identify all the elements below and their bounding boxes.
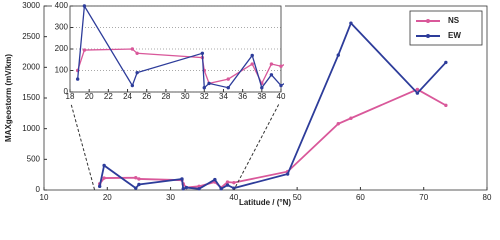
series-group xyxy=(75,3,284,90)
x-tick-label: 30 xyxy=(166,193,175,202)
data-point xyxy=(349,116,353,120)
data-point xyxy=(97,184,102,189)
data-point xyxy=(181,187,185,191)
data-point xyxy=(82,4,87,8)
legend-box xyxy=(409,10,483,46)
data-point xyxy=(285,172,290,176)
legend-label: NS xyxy=(448,16,460,25)
y-tick-label: 0 xyxy=(36,185,41,194)
data-point xyxy=(134,176,138,180)
x-tick-label: 26 xyxy=(142,92,151,101)
data-point xyxy=(137,182,141,187)
data-point xyxy=(197,184,201,189)
y-tick-label: 3000 xyxy=(22,1,40,10)
y-tick-label: 0 xyxy=(64,87,69,96)
y-tick-label: 400 xyxy=(55,1,69,10)
data-point xyxy=(336,122,340,126)
data-point xyxy=(197,187,201,191)
data-point xyxy=(75,77,80,81)
data-point xyxy=(232,180,236,185)
y-tick-label: 300 xyxy=(55,23,69,32)
data-point xyxy=(250,62,254,66)
x-tick-label: 40 xyxy=(277,92,286,101)
x-tick-label: 10 xyxy=(40,193,49,202)
y-tick-label: 1000 xyxy=(22,124,40,133)
x-tick-label: 36 xyxy=(238,92,247,101)
y-tick-label: 100 xyxy=(55,66,69,75)
x-tick-label: 20 xyxy=(103,193,112,202)
data-point xyxy=(213,177,217,182)
data-point xyxy=(269,73,274,77)
x-tick-label: 18 xyxy=(66,92,75,101)
data-point xyxy=(82,48,87,52)
data-point xyxy=(444,103,448,108)
y-tick-label: 2500 xyxy=(22,32,40,41)
data-point xyxy=(226,86,230,90)
y-tick-label: 1500 xyxy=(22,93,40,102)
x-tick-label: 70 xyxy=(419,193,428,202)
data-point xyxy=(200,51,205,55)
data-point xyxy=(415,91,420,95)
data-point xyxy=(226,77,230,81)
legend-label: EW xyxy=(448,31,461,40)
x-tick-label: 80 xyxy=(483,193,492,202)
y-tick-label: 2000 xyxy=(22,62,40,71)
data-point xyxy=(130,47,135,51)
x-tick-label: 34 xyxy=(219,92,228,101)
x-tick-label: 20 xyxy=(85,92,94,101)
x-tick-label: 32 xyxy=(200,92,209,101)
x-tick-label: 50 xyxy=(293,193,302,202)
zoom-connector xyxy=(233,99,282,191)
data-point xyxy=(260,86,264,90)
y-axis-label: MAXgeostorm (mV/km) xyxy=(4,54,13,142)
data-point xyxy=(349,21,353,25)
chart: Latitude / (°N) MAXgeostorm (mV/km) 0500… xyxy=(4,1,492,207)
legend-marker xyxy=(426,34,430,38)
data-point xyxy=(250,53,254,58)
data-point xyxy=(180,177,184,181)
y-tick-label: 200 xyxy=(55,44,69,53)
x-tick-label: 60 xyxy=(356,193,365,202)
data-point xyxy=(184,185,189,190)
zoom-connector xyxy=(69,99,96,191)
data-point xyxy=(444,60,448,65)
data-point xyxy=(207,81,211,86)
data-point xyxy=(202,86,206,90)
data-point xyxy=(225,183,230,187)
data-point xyxy=(279,83,283,88)
x-axis-label: Latitude / (°N) xyxy=(239,198,291,207)
data-point xyxy=(134,186,138,190)
x-tick-label: 24 xyxy=(123,92,132,101)
x-tick-label: 30 xyxy=(181,92,190,101)
data-point xyxy=(279,64,283,68)
data-point xyxy=(137,177,141,181)
data-point xyxy=(269,62,274,66)
data-point xyxy=(415,87,420,92)
legend-marker xyxy=(426,19,430,23)
y-tick-label: 500 xyxy=(27,154,41,163)
data-point xyxy=(102,163,106,168)
data-point xyxy=(219,187,223,191)
data-point xyxy=(130,83,135,88)
data-point xyxy=(135,70,139,75)
x-tick-label: 22 xyxy=(104,92,113,101)
x-tick-label: 40 xyxy=(229,193,238,202)
data-point xyxy=(225,180,230,184)
x-tick-label: 28 xyxy=(161,92,170,101)
x-tick-label: 38 xyxy=(257,92,266,101)
data-point xyxy=(135,51,139,55)
series-group xyxy=(97,21,448,191)
data-point xyxy=(336,53,340,57)
data-point xyxy=(102,176,106,180)
